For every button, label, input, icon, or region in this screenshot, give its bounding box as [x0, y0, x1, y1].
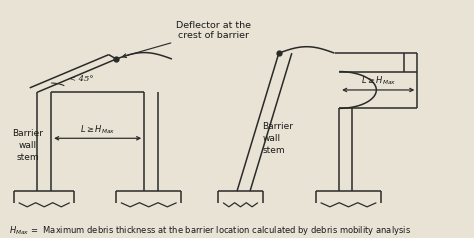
Text: Barrier
wall
stem: Barrier wall stem	[12, 129, 44, 162]
Text: $L \geq H_{Max}$: $L \geq H_{Max}$	[361, 75, 396, 87]
Text: Barrier
wall
stem: Barrier wall stem	[263, 122, 293, 155]
Text: < 45°: < 45°	[69, 74, 93, 83]
Text: Deflector at the
crest of barrier: Deflector at the crest of barrier	[122, 21, 251, 58]
Text: $H_{Max}$ =  Maximum debris thickness at the barrier location calculated by debr: $H_{Max}$ = Maximum debris thickness at …	[9, 224, 411, 237]
Text: $L \geq H_{Max}$: $L \geq H_{Max}$	[80, 123, 115, 135]
